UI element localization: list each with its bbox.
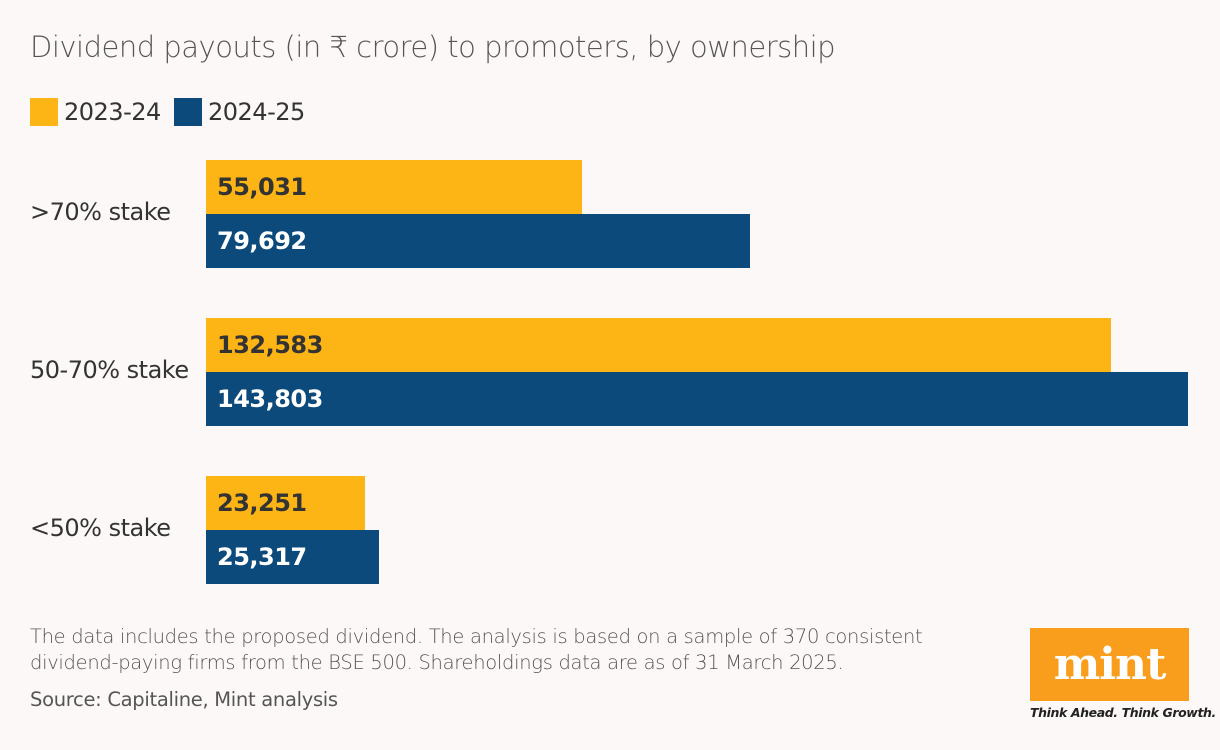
bar: 55,031	[206, 160, 582, 214]
legend-swatch	[30, 98, 58, 126]
bar: 132,583	[206, 318, 1112, 372]
legend-label: 2023-24	[64, 98, 161, 126]
bar: 143,803	[206, 372, 1188, 426]
logo-tagline: Think Ahead. Think Growth.	[1030, 705, 1216, 720]
legend-item: 2023-24	[30, 98, 161, 126]
chart-source: Source: Capitaline, Mint analysis	[30, 688, 338, 711]
data-label: 25,317	[217, 543, 307, 571]
legend-label: 2024-25	[208, 98, 305, 126]
legend-swatch	[174, 98, 202, 126]
mint-logo: mint	[1030, 628, 1189, 701]
category-label: >70% stake	[30, 198, 171, 226]
legend-item: 2024-25	[174, 98, 305, 126]
category-label: 50-70% stake	[30, 356, 189, 384]
chart-title: Dividend payouts (in ₹ crore) to promote…	[30, 30, 836, 64]
bar: 79,692	[206, 214, 751, 268]
chart-note: The data includes the proposed dividend.…	[30, 625, 923, 674]
data-label: 143,803	[217, 385, 323, 413]
data-label: 55,031	[217, 173, 307, 201]
data-label: 79,692	[217, 227, 307, 255]
bar: 23,251	[206, 476, 365, 530]
bar: 25,317	[206, 530, 379, 584]
data-label: 23,251	[217, 489, 307, 517]
data-label: 132,583	[217, 331, 323, 359]
category-label: <50% stake	[30, 514, 171, 542]
